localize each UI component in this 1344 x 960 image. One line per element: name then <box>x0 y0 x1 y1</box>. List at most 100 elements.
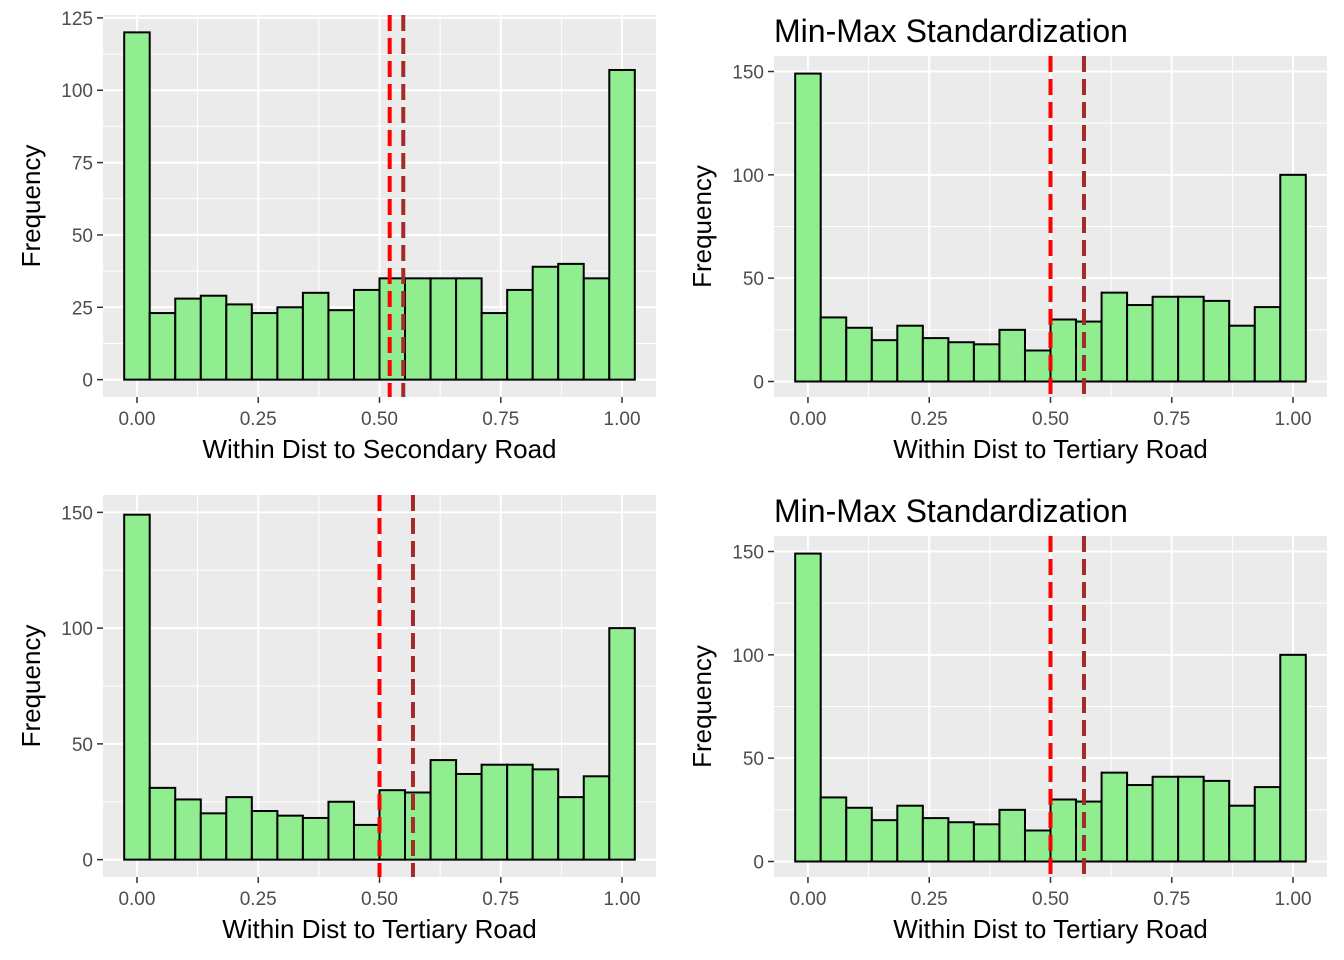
histogram-bar <box>531 768 560 861</box>
x-tick-label: 0.25 <box>911 409 948 430</box>
x-tick-label: 0.50 <box>1032 889 1069 910</box>
y-tick-label: 150 <box>732 543 764 564</box>
x-tick-label: 1.00 <box>1275 889 1312 910</box>
x-tick-label: 1.00 <box>604 409 641 430</box>
x-tick-label: 0.50 <box>361 889 398 910</box>
histogram-bar <box>1151 775 1180 863</box>
histogram-bar <box>327 800 355 861</box>
x-axis-title: Within Dist to Tertiary Road <box>893 914 1208 944</box>
histogram-bar <box>1151 295 1180 383</box>
x-tick-label: 0.25 <box>240 889 277 910</box>
histogram-bar <box>123 31 151 381</box>
histogram-bar <box>1100 771 1129 863</box>
histogram-bar <box>608 68 636 381</box>
x-tick-label: 0.00 <box>789 889 826 910</box>
y-tick-label: 0 <box>82 371 93 392</box>
y-tick-label: 150 <box>732 63 764 84</box>
y-axis-title: Frequency <box>687 165 717 288</box>
x-tick-label: 0.00 <box>118 409 155 430</box>
x-tick-label: 0.25 <box>240 409 277 430</box>
histogram-bar <box>845 806 873 863</box>
histogram-bar <box>1279 653 1307 863</box>
histogram-bar <box>531 265 560 381</box>
y-axis-title: Frequency <box>16 625 46 748</box>
histogram-bar <box>480 763 509 861</box>
histogram-bar <box>921 817 950 863</box>
histogram-bar <box>429 759 458 861</box>
y-tick-label: 150 <box>61 503 93 524</box>
histogram-bar <box>845 326 873 383</box>
y-tick-label: 50 <box>72 226 93 247</box>
histogram-bar <box>352 823 381 861</box>
y-tick-label: 50 <box>743 269 764 290</box>
y-tick-label: 100 <box>61 81 93 102</box>
histogram-bar <box>1023 829 1052 863</box>
chart-title: Min-Max Standardization <box>774 13 1128 49</box>
histogram-bar <box>1279 173 1307 383</box>
histogram-bar <box>199 294 228 381</box>
histogram-bar <box>148 786 177 861</box>
histogram-bar <box>1228 324 1256 383</box>
y-axis-title: Frequency <box>16 145 46 268</box>
y-tick-label: 100 <box>61 619 93 640</box>
x-tick-label: 0.50 <box>361 409 398 430</box>
histogram-bar <box>174 297 202 381</box>
histogram-bar <box>225 796 253 861</box>
y-tick-label: 100 <box>732 646 764 667</box>
x-axis-title: Within Dist to Tertiary Road <box>893 434 1208 464</box>
x-tick-label: 0.25 <box>911 889 948 910</box>
x-axis-title: Within Dist to Tertiary Road <box>222 914 537 944</box>
histogram-bar <box>794 72 822 383</box>
histogram-bar <box>557 262 585 381</box>
x-tick-label: 1.00 <box>604 889 641 910</box>
histogram-bar <box>1075 320 1103 383</box>
histogram-bar <box>1228 804 1256 863</box>
x-tick-label: 0.50 <box>1032 409 1069 430</box>
histogram-bar <box>250 810 279 861</box>
histogram-bar <box>947 821 975 863</box>
histogram-bar <box>225 303 253 381</box>
y-tick-label: 0 <box>753 373 764 394</box>
histogram-bar <box>327 309 355 381</box>
histogram-bar <box>1253 786 1282 863</box>
histogram-bar <box>998 808 1026 863</box>
x-tick-label: 0.75 <box>482 889 519 910</box>
y-tick-label: 75 <box>72 154 93 175</box>
y-tick-label: 100 <box>732 166 764 187</box>
histogram-bar <box>148 312 177 381</box>
x-tick-label: 0.75 <box>1153 409 1190 430</box>
histogram-bar <box>378 789 407 861</box>
histogram-bar <box>870 339 899 383</box>
x-tick-label: 0.75 <box>482 409 519 430</box>
histogram-bar <box>1177 295 1205 383</box>
histogram-bar <box>819 796 848 863</box>
histogram-bar <box>352 288 381 381</box>
histogram-bar <box>972 823 1001 863</box>
y-tick-label: 0 <box>82 851 93 872</box>
histogram-bar <box>250 312 279 381</box>
histogram-bar <box>896 804 924 863</box>
histogram-bar <box>1202 299 1231 383</box>
histogram-bar <box>455 772 483 861</box>
x-axis-title: Within Dist to Secondary Road <box>202 434 556 464</box>
histogram-bar <box>301 291 330 381</box>
histogram-bar <box>1075 800 1103 863</box>
histogram-bar <box>794 552 822 863</box>
histogram-bar <box>819 316 848 383</box>
histogram-bar <box>1126 304 1154 383</box>
histogram-bar <box>506 288 534 381</box>
y-tick-label: 50 <box>72 735 93 756</box>
chart-panel-3: 0.00 0.25 0.50 0.75 1.00 0 50 100 150 Within Dist… <box>16 495 656 944</box>
histogram-bar <box>1100 291 1129 383</box>
histogram-bar <box>1253 306 1282 383</box>
histogram-bar <box>174 798 202 861</box>
y-tick-label: 25 <box>72 298 93 319</box>
histogram-bar <box>972 343 1001 383</box>
histogram-bar <box>276 306 304 381</box>
histogram-bar <box>199 812 228 861</box>
histogram-bar <box>608 627 636 861</box>
x-tick-label: 0.00 <box>118 889 155 910</box>
histogram-bar <box>1023 349 1052 383</box>
histogram-bar <box>582 277 611 381</box>
